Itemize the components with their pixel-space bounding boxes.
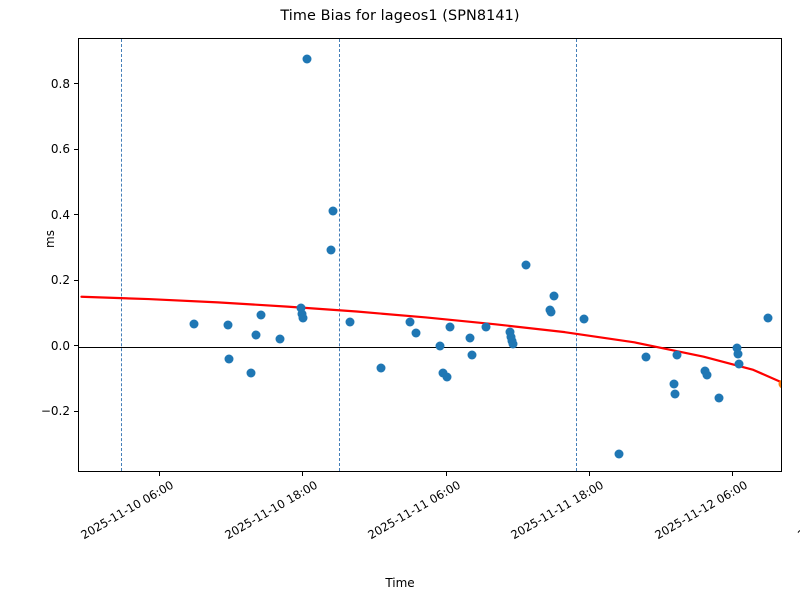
scatter-point bbox=[405, 317, 415, 327]
scatter-point bbox=[275, 334, 285, 344]
y-axis-label: ms bbox=[43, 230, 57, 248]
scatter-point bbox=[189, 319, 199, 329]
x-axis-tick-label: 2025-11-11 18:00 bbox=[508, 477, 607, 543]
scatter-point bbox=[298, 313, 308, 323]
scatter-point bbox=[256, 310, 266, 320]
scatter-point bbox=[411, 328, 421, 338]
scatter-point bbox=[778, 379, 781, 389]
scatter-point bbox=[481, 322, 491, 332]
vertical-marker-line bbox=[338, 39, 340, 471]
scatter-point bbox=[505, 327, 515, 337]
plot-inner bbox=[79, 39, 781, 471]
scatter-point bbox=[302, 54, 312, 64]
scatter-point bbox=[326, 245, 336, 255]
scatter-point bbox=[763, 313, 773, 323]
x-axis-label: Time bbox=[385, 576, 415, 590]
scatter-point bbox=[467, 350, 477, 360]
x-axis-tick-label: 2025-11-12 06:00 bbox=[652, 477, 750, 543]
x-axis-tick-label: 2025-11-11 06:00 bbox=[365, 477, 463, 543]
y-axis-tick-label: 0.8 bbox=[50, 76, 70, 91]
scatter-point bbox=[732, 343, 742, 353]
scatter-point bbox=[734, 359, 744, 369]
scatter-point bbox=[549, 291, 559, 301]
scatter-point bbox=[614, 449, 624, 459]
y-axis-tick-label: −0.2 bbox=[40, 404, 70, 419]
scatter-point bbox=[641, 352, 651, 362]
x-axis-tick-mark bbox=[302, 472, 304, 476]
scatter-point bbox=[438, 368, 448, 378]
x-axis-tick-mark bbox=[445, 472, 447, 476]
scatter-point bbox=[345, 317, 355, 327]
x-axis-tick-label: 2025-11-10 06:00 bbox=[78, 477, 177, 543]
scatter-point bbox=[546, 307, 556, 317]
chart-title: Time Bias for lageos1 (SPN8141) bbox=[280, 8, 520, 24]
scatter-point bbox=[669, 379, 679, 389]
x-axis-tick-mark bbox=[588, 472, 591, 476]
trend-line-path bbox=[80, 295, 781, 384]
scatter-point bbox=[521, 260, 531, 270]
scatter-point bbox=[435, 341, 445, 351]
trend-line-svg bbox=[80, 295, 781, 384]
scatter-point bbox=[328, 206, 338, 216]
scatter-point bbox=[251, 330, 261, 340]
zero-reference-line bbox=[79, 346, 781, 348]
x-axis-tick-mark bbox=[158, 472, 160, 476]
scatter-point bbox=[670, 389, 680, 399]
x-axis-tick-label: 2025-11-12 18:00 bbox=[795, 478, 800, 543]
scatter-point bbox=[224, 354, 234, 364]
scatter-point bbox=[223, 320, 233, 330]
scatter-point bbox=[672, 350, 682, 360]
x-axis-tick-label: 2025-11-10 18:00 bbox=[222, 477, 320, 543]
x-axis-tick-mark bbox=[732, 472, 734, 476]
scatter-point bbox=[714, 393, 724, 403]
y-axis-tick-label: 0.6 bbox=[50, 142, 70, 157]
scatter-point bbox=[702, 370, 712, 380]
y-axis-tick-label: 0.0 bbox=[50, 338, 70, 353]
scatter-point bbox=[296, 303, 306, 313]
scatter-point bbox=[579, 314, 589, 324]
plot-area bbox=[78, 38, 782, 472]
scatter-point bbox=[465, 333, 475, 343]
scatter-point bbox=[733, 349, 743, 359]
vertical-marker-line bbox=[575, 39, 577, 471]
scatter-point bbox=[442, 372, 452, 382]
vertical-marker-line bbox=[120, 39, 122, 471]
scatter-point bbox=[376, 363, 386, 373]
scatter-point bbox=[445, 322, 455, 332]
scatter-point bbox=[246, 368, 256, 378]
scatter-point bbox=[508, 339, 518, 349]
